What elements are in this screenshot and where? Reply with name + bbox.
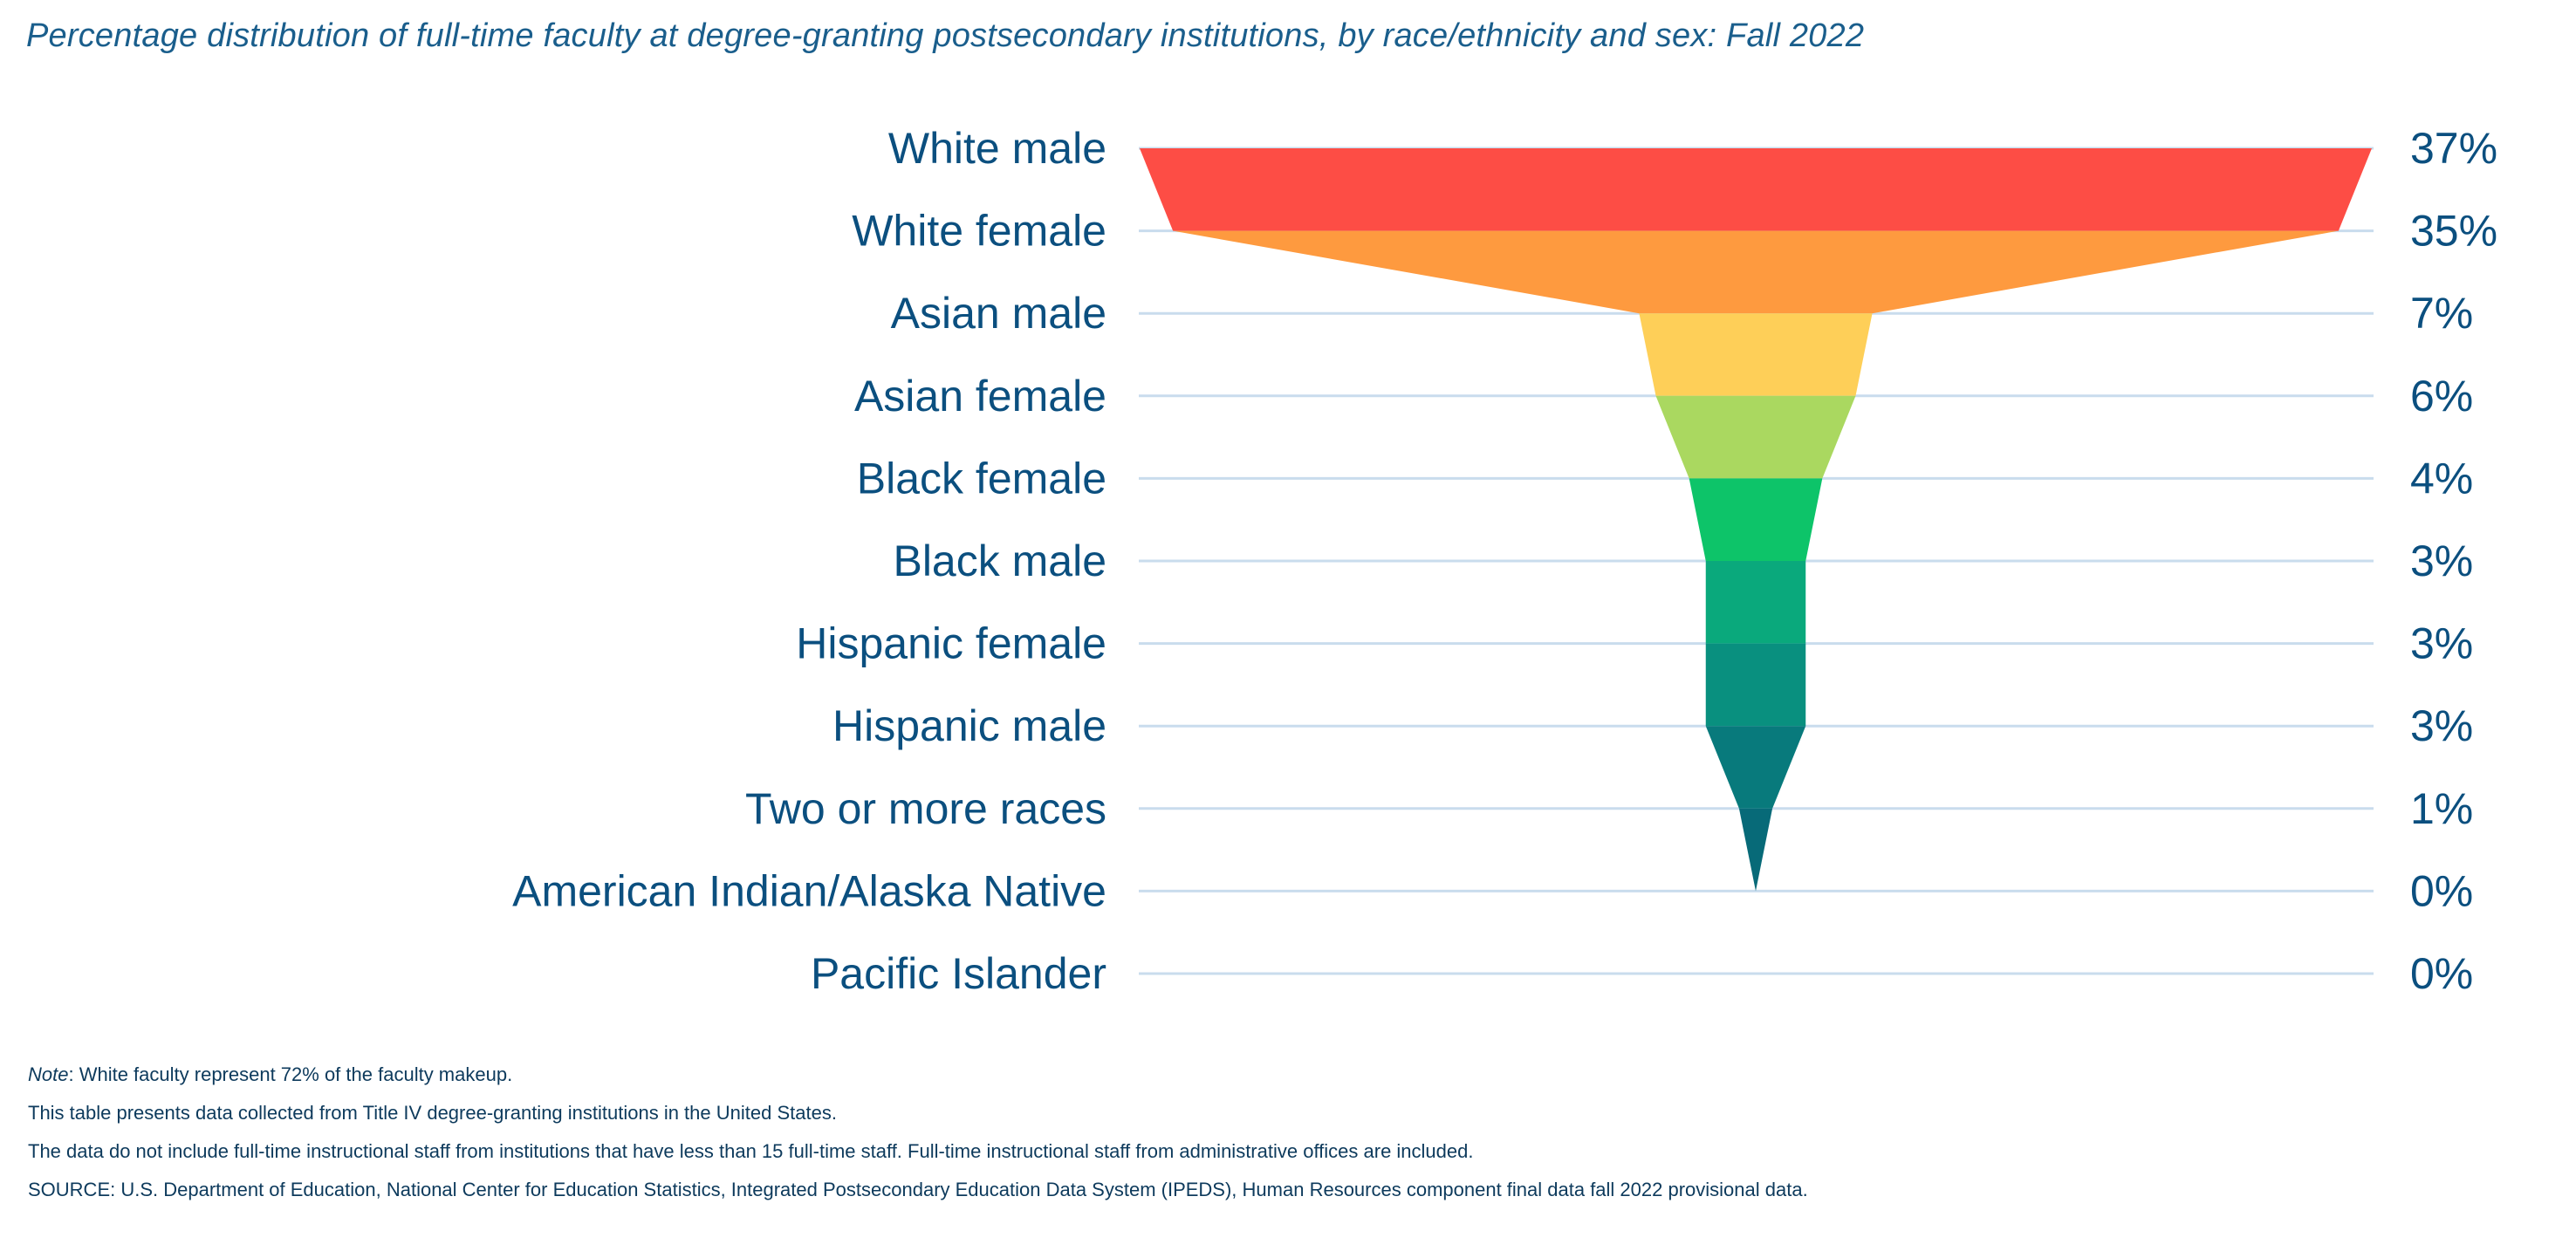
category-label: White male: [888, 124, 1106, 173]
value-label: 37%: [2410, 124, 2497, 173]
value-labels: 37% 35% 7% 6% 4% 3% 3% 3% 1% 0% 0%: [2410, 124, 2497, 998]
note-text: : White faculty represent 72% of the fac…: [68, 1063, 513, 1085]
category-label: Hispanic female: [796, 619, 1106, 668]
note-line: Note: White faculty represent 72% of the…: [28, 1056, 1808, 1094]
category-label: Pacific Islander: [811, 949, 1106, 998]
funnel-segment-hispanic-female: [1705, 643, 1806, 727]
value-label: 3%: [2410, 537, 2473, 585]
value-label: 3%: [2410, 619, 2473, 668]
chart-title: Percentage distribution of full-time fac…: [26, 17, 1865, 54]
value-label: 6%: [2410, 372, 2473, 420]
category-label: Black female: [857, 454, 1106, 503]
funnel-segments: [1140, 148, 2372, 892]
funnel-segment-white-female: [1173, 230, 2339, 314]
value-label: 35%: [2410, 207, 2497, 256]
funnel-chart: White male White female Asian male Asian fe…: [512, 124, 2497, 998]
funnel-segment-black-female: [1689, 478, 1823, 561]
source-note: SOURCE: U.S. Department of Education, Na…: [28, 1179, 1808, 1200]
data-scope-note: This table presents data collected from …: [28, 1102, 837, 1124]
funnel-segment-asian-female: [1655, 395, 1856, 479]
category-label: Two or more races: [745, 784, 1106, 833]
funnel-segment-hispanic-male: [1705, 726, 1806, 809]
exclusion-note: The data do not include full-time instru…: [28, 1140, 1474, 1162]
value-label: 1%: [2410, 784, 2473, 833]
funnel-segment-two-or-more-races: [1738, 808, 1773, 892]
category-label: Asian male: [891, 289, 1106, 338]
value-label: 7%: [2410, 289, 2473, 338]
funnel-segment-asian-male: [1639, 313, 1873, 396]
category-label: American Indian/Alaska Native: [512, 866, 1106, 915]
funnel-segment-black-male: [1705, 561, 1806, 644]
value-label: 4%: [2410, 454, 2473, 503]
category-label: Black male: [893, 537, 1106, 585]
note-prefix: Note: [28, 1063, 69, 1085]
value-label: 3%: [2410, 701, 2473, 750]
category-label: Asian female: [854, 372, 1106, 420]
funnel-segment-white-male: [1140, 148, 2372, 231]
category-labels: White male White female Asian male Asian fe…: [512, 124, 1106, 998]
value-label: 0%: [2410, 949, 2473, 998]
notes-section: Note: White faculty represent 72% of the…: [28, 1056, 1808, 1209]
category-label: Hispanic male: [832, 701, 1106, 750]
category-label: White female: [852, 207, 1106, 256]
value-label: 0%: [2410, 866, 2473, 915]
